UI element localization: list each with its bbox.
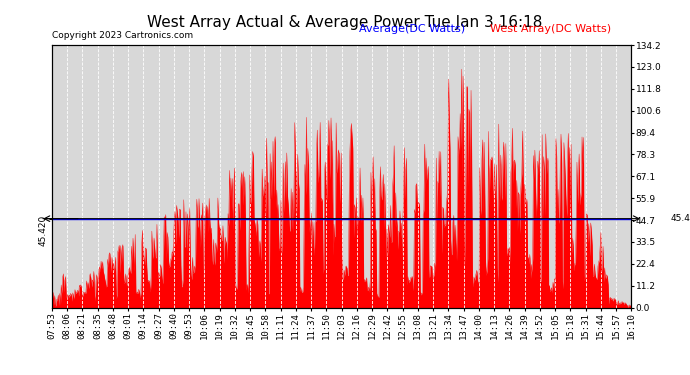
Text: West Array Actual & Average Power Tue Jan 3 16:18: West Array Actual & Average Power Tue Ja… xyxy=(147,15,543,30)
Text: Average(DC Watts): Average(DC Watts) xyxy=(359,24,465,34)
Text: West Array(DC Watts): West Array(DC Watts) xyxy=(490,24,611,34)
Text: Copyright 2023 Cartronics.com: Copyright 2023 Cartronics.com xyxy=(52,31,193,40)
Text: 45.420: 45.420 xyxy=(670,214,690,223)
